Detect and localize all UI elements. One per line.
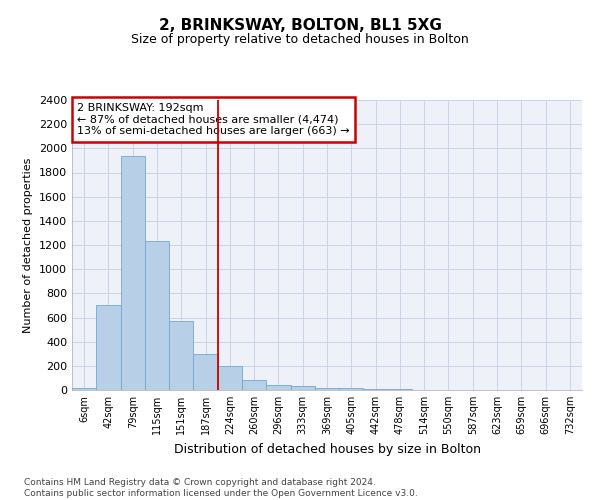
Text: 2 BRINKSWAY: 192sqm
← 87% of detached houses are smaller (4,474)
13% of semi-det: 2 BRINKSWAY: 192sqm ← 87% of detached ho… <box>77 103 350 136</box>
Bar <box>266 384 290 390</box>
Bar <box>169 320 193 390</box>
Bar <box>339 388 364 390</box>
Bar <box>145 242 169 390</box>
Bar <box>218 366 242 390</box>
Text: Contains HM Land Registry data © Crown copyright and database right 2024.
Contai: Contains HM Land Registry data © Crown c… <box>24 478 418 498</box>
X-axis label: Distribution of detached houses by size in Bolton: Distribution of detached houses by size … <box>173 442 481 456</box>
Bar <box>72 388 96 390</box>
Bar <box>315 388 339 390</box>
Bar <box>96 306 121 390</box>
Text: 2, BRINKSWAY, BOLTON, BL1 5XG: 2, BRINKSWAY, BOLTON, BL1 5XG <box>158 18 442 32</box>
Bar <box>242 380 266 390</box>
Text: Size of property relative to detached houses in Bolton: Size of property relative to detached ho… <box>131 32 469 46</box>
Bar <box>193 354 218 390</box>
Bar <box>121 156 145 390</box>
Bar <box>290 386 315 390</box>
Y-axis label: Number of detached properties: Number of detached properties <box>23 158 34 332</box>
